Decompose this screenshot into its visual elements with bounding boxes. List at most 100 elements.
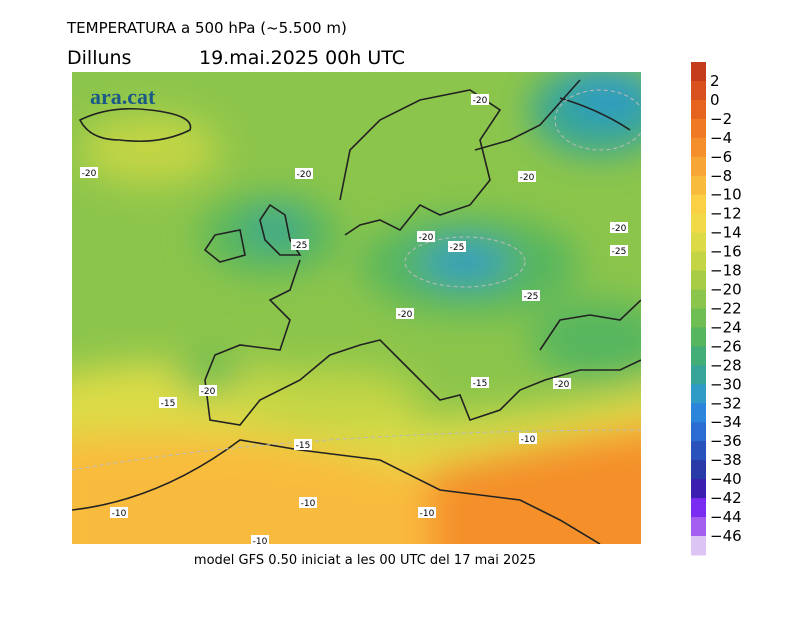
colorbar-box [691,213,706,234]
contour-label-bg [417,231,435,242]
coastlines [72,79,641,544]
contour-label: -20 [555,380,570,390]
contour-label: -20 [419,233,434,243]
contour-label-bg [610,222,628,233]
colorbar-box [691,479,706,499]
colorbar-box [691,498,706,518]
colorbar-box [691,365,706,385]
contour-label-bg [518,171,536,182]
contour-label: -20 [398,310,413,320]
colorbar-label: −24 [710,318,742,336]
contour-label: -25 [524,292,539,302]
contour-label: -25 [293,241,308,251]
colorbar-box [691,232,706,253]
contour-label-bg [610,245,628,256]
colorbar-label: −4 [710,129,732,147]
colorbar-label: −10 [710,186,742,204]
contour-label: -20 [297,170,312,180]
contour-label-bg [519,433,537,444]
colorbar-box [691,62,706,82]
colorbar-label: −34 [710,413,742,431]
colorbar-box [691,384,706,404]
contour-label-bg [199,385,217,396]
contour-label-bg [448,241,466,252]
colorbar-label: −30 [710,375,742,393]
colorbar-box [691,403,706,423]
colorbar-label: −16 [710,243,742,261]
colorbar-label: −12 [710,205,742,223]
colorbar-label: −32 [710,394,742,412]
contour-label-bg [299,497,317,508]
contour-label: -20 [520,173,535,183]
colorbar-box [691,80,706,101]
contour-label-bg [80,167,98,178]
colorbar-label: −42 [710,489,742,507]
contour-label: -20 [612,224,627,234]
contour-label: -10 [253,537,268,547]
colorbar-box [691,99,706,120]
colorbar-box [691,194,706,215]
contour-label-bg [295,168,313,179]
contour-label-bg [418,507,436,518]
colorbar-box [691,137,706,158]
contour-label-bg [396,308,414,319]
colorbar-box [691,251,706,272]
contour-label: -25 [612,247,627,257]
contour-label-bg [522,290,540,301]
colorbar-box [691,270,706,291]
contour-label: -10 [521,435,536,445]
colorbar-box [691,441,706,461]
colorbar: 20−2−4−6−8−10−12−14−16−18−20−22−24−26−28… [691,62,742,556]
contour-label-bg [471,377,489,388]
colorbar-box [691,156,706,177]
contour-label: -25 [450,243,465,253]
contour-label: -20 [82,169,97,179]
colorbar-box [691,327,706,347]
logo: ara.cat [90,84,156,109]
contour-label: -15 [473,379,488,389]
contour-label-bg [294,439,312,450]
contour-label: -10 [112,509,127,519]
colorbar-label: −2 [710,110,732,128]
colorbar-box [691,460,706,480]
colorbar-label: −38 [710,451,742,469]
colorbar-label: −22 [710,299,742,317]
colorbar-label: 0 [710,91,720,109]
colorbar-label: −40 [710,470,742,488]
title: TEMPERATURA a 500 hPa (~5.500 m) [66,19,347,37]
contour-label-bg [553,378,571,389]
contour-label-bg [291,239,309,250]
date: 19.mai.2025 00h UTC [199,47,405,69]
colorbar-box [691,422,706,442]
contour-label-bg [159,397,177,408]
contour-label: -20 [473,96,488,106]
colorbar-box [691,289,706,309]
colorbar-label: −18 [710,262,742,280]
contour-label-bg [251,535,269,544]
contour-label-bg [471,94,489,105]
map: -20 -20 -20 -20 -20 -20 -25 -25 -25 -25 -20 -15 -20 -… [72,72,641,547]
contour-label: -10 [301,499,316,509]
colorbar-box [691,536,706,556]
day: Dilluns [67,47,131,69]
contour-label: -15 [161,399,176,409]
colorbar-label: −28 [710,356,742,374]
contour-label-bg [110,507,128,518]
colorbar-label: −8 [710,167,732,185]
colorbar-label: −26 [710,337,742,355]
colorbar-label: −44 [710,508,742,526]
colorbar-box [691,346,706,366]
colorbar-box [691,517,706,537]
colorbar-label: −36 [710,432,742,450]
colorbar-box [691,308,706,328]
colorbar-box [691,175,706,196]
colorbar-box [691,118,706,139]
footer: model GFS 0.50 iniciat a les 00 UTC del … [194,553,536,568]
colorbar-label: 2 [710,72,720,90]
colorbar-label: −20 [710,281,742,299]
colorbar-label: −14 [710,224,742,242]
contour-label: -15 [296,441,311,451]
colorbar-label: −6 [710,148,732,166]
contour-label: -10 [420,509,435,519]
